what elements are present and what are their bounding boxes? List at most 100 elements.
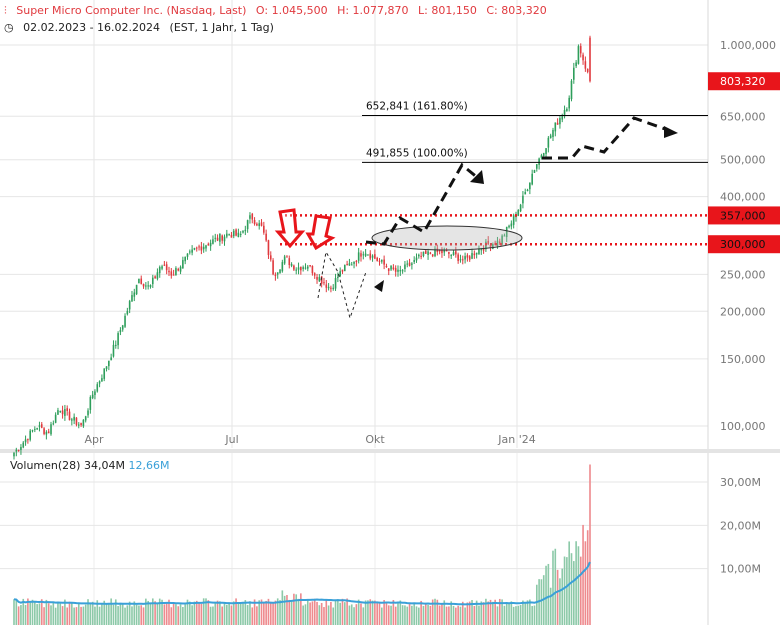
candle-body: [279, 269, 281, 274]
volume-bar: [374, 600, 376, 625]
candle-body: [510, 223, 513, 227]
volume-bar: [184, 604, 186, 625]
candle-body: [311, 266, 314, 274]
candle-body: [378, 260, 381, 262]
candle-body: [408, 262, 411, 266]
candle-body: [17, 449, 20, 451]
pattern-dotted-path: [317, 250, 367, 320]
candle-body: [357, 252, 360, 261]
candle-body: [38, 425, 41, 427]
panel-divider: [0, 449, 780, 453]
candle-body: [73, 416, 75, 421]
date-range: 02.02.2023 - 16.02.2024: [23, 21, 161, 34]
candle-body: [249, 215, 251, 219]
candle-body: [519, 204, 522, 212]
volume-bar: [531, 606, 533, 625]
volume-bar: [508, 603, 510, 625]
candle-body: [22, 442, 25, 448]
volume-bar: [172, 603, 175, 625]
volume-bar: [71, 601, 73, 625]
candle-body: [221, 235, 224, 241]
candle-body: [422, 251, 425, 256]
candle-body: [360, 253, 362, 257]
volume-bar: [332, 607, 335, 625]
candle-body: [318, 277, 321, 282]
candle-body: [579, 46, 582, 54]
volume-bar: [237, 603, 240, 625]
volume-bar: [510, 601, 513, 625]
volume-bar: [15, 600, 18, 625]
volume-bar: [57, 601, 59, 625]
volume-bar: [540, 579, 543, 625]
volume-bar: [529, 599, 531, 625]
volume-bar: [406, 606, 409, 625]
volume-bar: [545, 565, 547, 625]
volume-bar: [371, 600, 374, 625]
volume-bar: [186, 599, 189, 625]
candle-body: [212, 239, 214, 244]
candle-body: [96, 384, 99, 392]
price-tick-label: 100,000: [720, 420, 766, 433]
candle-body: [82, 419, 85, 427]
candle-body: [508, 225, 510, 228]
candle-body: [228, 234, 230, 236]
volume-bar: [59, 603, 62, 625]
candle-body: [293, 265, 295, 270]
volume-bar: [29, 602, 32, 625]
volume-bar: [501, 599, 503, 625]
volume-bar: [420, 600, 422, 625]
candle-body: [117, 333, 119, 346]
candle-body: [158, 267, 161, 274]
volume-bar: [383, 600, 385, 625]
volume-bar: [101, 603, 103, 625]
candle-body: [584, 61, 587, 69]
candle-body: [140, 278, 143, 284]
candle-body: [290, 264, 293, 266]
red-arrow-down-icon: [274, 208, 306, 249]
volume-bar: [547, 563, 550, 625]
candle-body: [128, 301, 131, 310]
candle-body: [40, 424, 43, 428]
candle-body: [364, 253, 367, 256]
volume-bar: [24, 605, 27, 625]
volume-bar: [575, 541, 577, 625]
volume-bar: [390, 605, 392, 625]
candle-body: [246, 220, 249, 230]
volume-bar: [459, 606, 462, 625]
candle-body: [542, 153, 545, 156]
candle-body: [112, 344, 115, 357]
candle-body: [239, 233, 242, 235]
volume-bar: [91, 601, 94, 625]
candle-body: [575, 62, 577, 67]
volume-bar: [89, 603, 92, 625]
volume-bar: [216, 600, 219, 625]
candle-body: [156, 272, 159, 279]
volume-bar: [232, 601, 235, 625]
volume-bar: [466, 602, 469, 625]
volume-bar: [552, 550, 554, 625]
candle-body: [401, 270, 404, 272]
candle-body: [149, 284, 152, 288]
candle-body: [232, 230, 235, 237]
candle-body: [20, 446, 22, 451]
volume-bar: [489, 599, 492, 625]
volume-bar: [297, 598, 300, 625]
volume-bar: [295, 594, 298, 625]
volume-bar: [325, 599, 328, 625]
candle-body: [219, 233, 221, 242]
volume-bar: [182, 606, 184, 625]
volume-bar: [427, 604, 429, 625]
candle-body: [461, 259, 464, 261]
volume-bar: [330, 601, 332, 625]
candle-body: [404, 264, 406, 270]
volume-bar: [17, 606, 20, 625]
volume-ma-line: [13, 561, 591, 606]
volume-bar: [128, 601, 131, 625]
candle-body: [374, 254, 376, 259]
volume-bar: [151, 598, 154, 625]
candle-body: [43, 428, 45, 435]
volume-bar: [367, 600, 369, 625]
consolidation-ellipse: [371, 225, 523, 251]
volume-bar: [168, 599, 170, 625]
